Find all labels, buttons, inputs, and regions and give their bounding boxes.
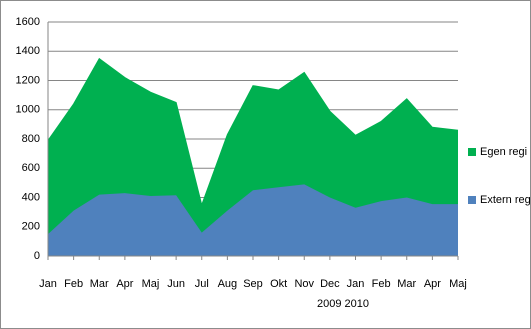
legend-label: Extern regi — [480, 194, 531, 206]
x-tick-label: Mar — [90, 278, 109, 290]
legend-swatch — [468, 148, 476, 156]
x-tick-label: Apr — [424, 278, 441, 290]
x-tick-label: Apr — [116, 278, 133, 290]
x-tick-label: Jun — [167, 278, 185, 290]
legend-label: Egen regi — [480, 146, 527, 158]
x-tick-label: Dec — [320, 278, 340, 290]
x-annotation: 2009 2010 — [317, 298, 369, 310]
y-tick-label: 600 — [22, 162, 40, 174]
y-tick-label: 400 — [22, 191, 40, 203]
x-tick-label: Mar — [397, 278, 416, 290]
x-tick-label: Feb — [372, 278, 391, 290]
x-tick-label: Jan — [347, 278, 365, 290]
x-tick-label: Maj — [142, 278, 160, 290]
area-fill — [48, 184, 458, 256]
x-tick-label: Okt — [270, 278, 287, 290]
y-tick-label: 0 — [34, 250, 40, 262]
y-tick-label: 1400 — [16, 45, 40, 57]
x-tick-label: Maj — [449, 278, 467, 290]
legend-swatch — [468, 196, 476, 204]
y-tick-label: 1200 — [16, 74, 40, 86]
x-tick-label: Feb — [64, 278, 83, 290]
x-tick-label: Aug — [218, 278, 238, 290]
x-tick-label: Jan — [39, 278, 57, 290]
x-tick-label: Jul — [195, 278, 209, 290]
area-edge — [47, 57, 459, 207]
x-tick-label: Sep — [243, 278, 263, 290]
area-fill — [48, 58, 458, 235]
y-tick-label: 800 — [22, 133, 40, 145]
x-tick-label: Nov — [294, 278, 314, 290]
y-tick-label: 200 — [22, 221, 40, 233]
y-tick-label: 1600 — [16, 16, 40, 28]
y-tick-label: 1000 — [16, 104, 40, 116]
